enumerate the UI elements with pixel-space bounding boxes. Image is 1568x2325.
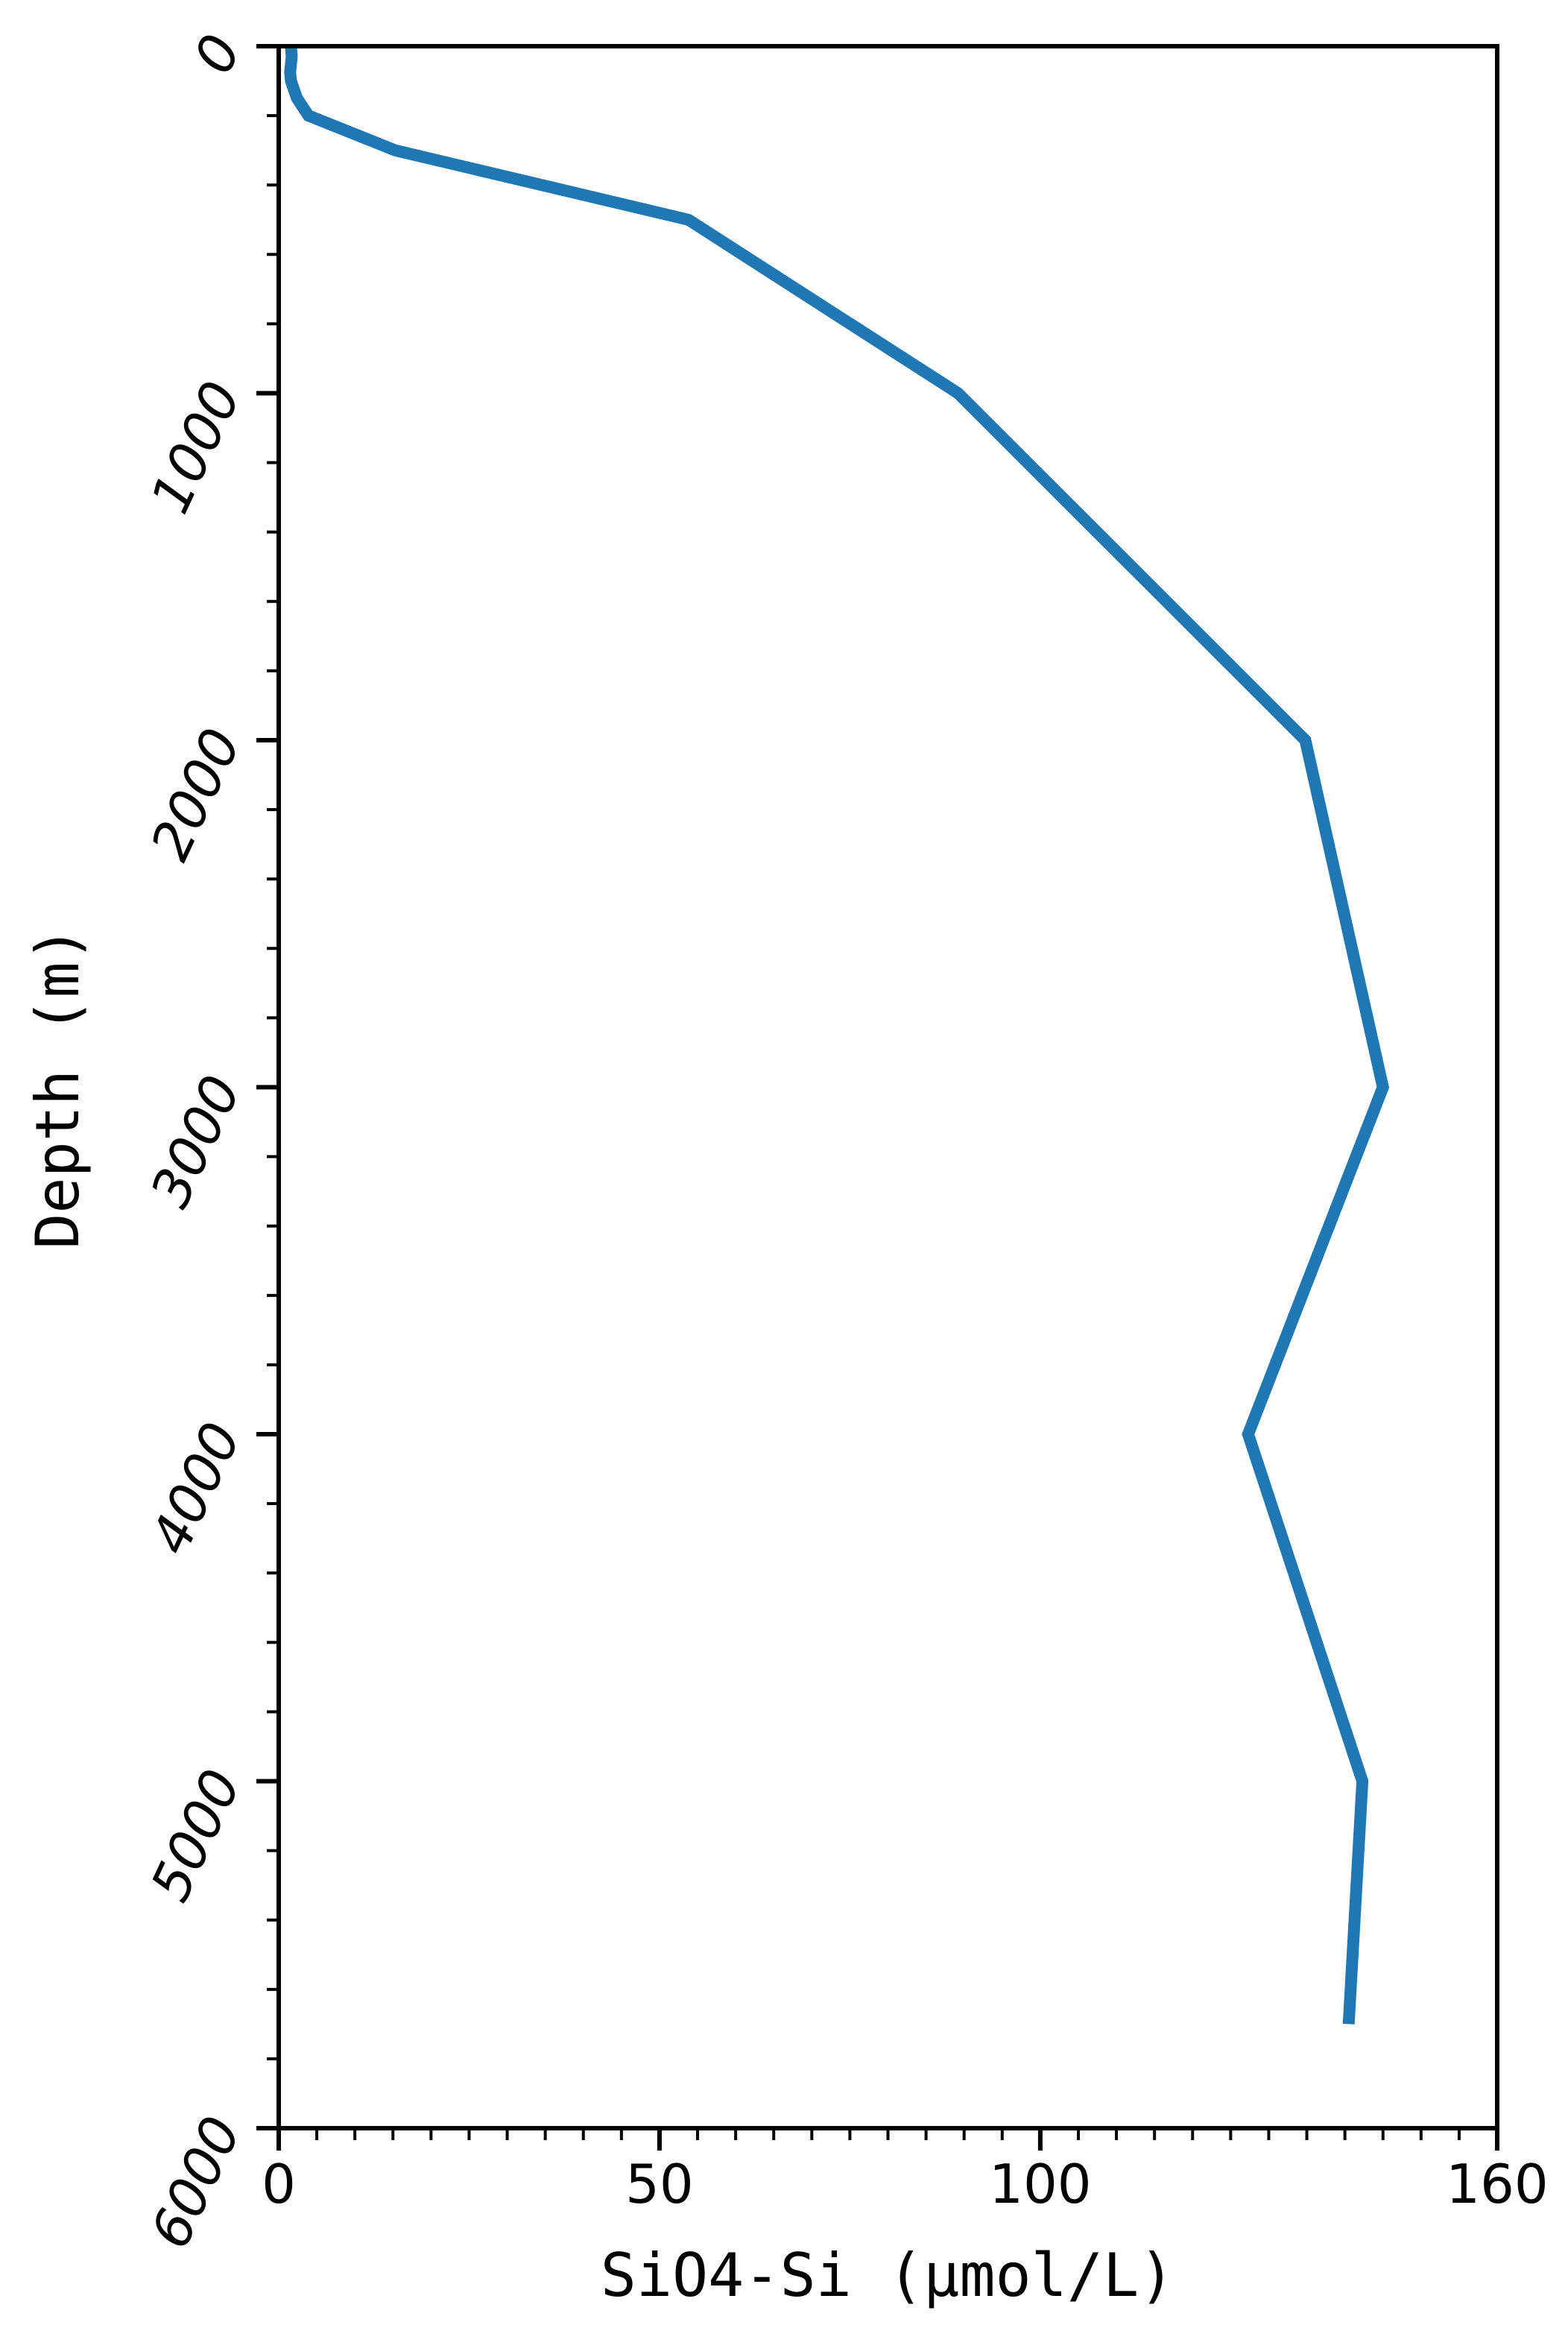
series-line-0	[284, 45, 1390, 2025]
x-tick-label: 0	[262, 2153, 296, 2215]
y-tick-label: 2000	[139, 719, 253, 870]
y-tick-label: 4000	[139, 1413, 253, 1564]
x-tick-label: 160	[1446, 2153, 1548, 2215]
plot-layer	[284, 45, 1390, 2025]
y-tick-label: 1000	[139, 372, 253, 523]
ticks-layer: 0 50 100 160 0 1000 2000 3000 4000 5000 6000	[139, 25, 1549, 2258]
y-tick-label: 3000	[139, 1066, 253, 1217]
plot-frame	[276, 44, 1499, 2130]
y-tick-label: 0	[182, 25, 253, 83]
x-tick-label: 100	[989, 2153, 1091, 2215]
x-tick-label: 50	[625, 2153, 694, 2215]
x-axis-title: SiO4-Si (μmol/L)	[601, 2241, 1175, 2310]
y-tick-label: 5000	[139, 1760, 253, 1911]
y-axis-title: Depth (m)	[23, 926, 92, 1249]
y-tick-label: 6000	[139, 2107, 253, 2258]
